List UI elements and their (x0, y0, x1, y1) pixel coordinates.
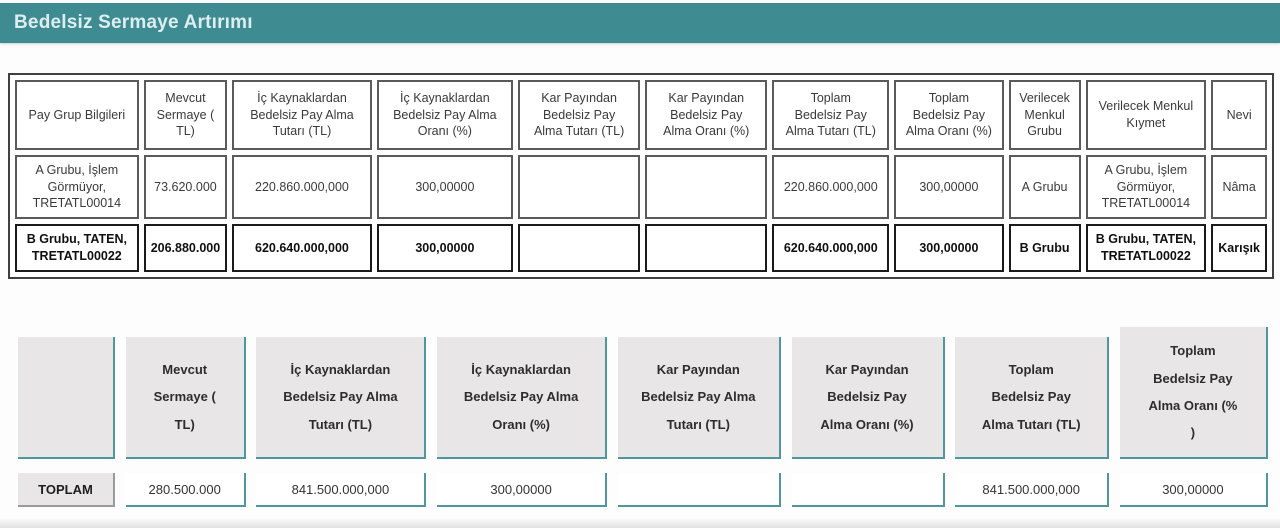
cell-kar-payi-oran (645, 155, 768, 219)
col-header-toplam-tutar: Toplam Bedelsiz Pay Alma Tutarı (TL) (772, 80, 890, 150)
cell-mevcut-sermaye: 73.620.000 (143, 155, 228, 219)
cell-ic-kaynak-tutar: 620.640.000,000 (232, 224, 372, 272)
cell-nevi: Nâma (1211, 155, 1267, 219)
cell-toplam-tutar: 220.860.000,000 (772, 155, 890, 219)
table-header-row: Pay Grup Bilgileri Mevcut Sermaye ( TL) … (15, 80, 1267, 150)
summary-header-kar-payi-oran: Kar Payından Bedelsiz Pay Alma Oranı (%) (791, 337, 945, 459)
cell-nevi: Karışık (1211, 224, 1267, 272)
summary-header-blank (18, 337, 115, 459)
cell-menkul-kiymet: A Grubu, İşlem Görmüyor, TRETATL00014 (1085, 155, 1207, 219)
cell-menkul-grubu: B Grubu (1008, 224, 1081, 272)
page-bottom-shadow (0, 518, 1280, 528)
total-kar-payi-tutar (617, 473, 781, 507)
summary-header-toplam-tutar: Toplam Bedelsiz Pay Alma Tutarı (TL) (955, 337, 1110, 459)
col-header-menkul-kiymet: Verilecek Menkul Kıymet (1085, 80, 1207, 150)
cell-kar-payi-oran (645, 224, 768, 272)
col-header-mevcut-sermaye: Mevcut Sermaye ( TL) (143, 80, 228, 150)
cell-pay-grup: B Grubu, TATEN, TRETATL00022 (15, 224, 139, 272)
summary-header-kar-payi-tutar: Kar Payından Bedelsiz Pay Alma Tutarı (T… (617, 337, 781, 459)
cell-kar-payi-tutar (518, 155, 641, 219)
share-group-table-container: Pay Grup Bilgileri Mevcut Sermaye ( TL) … (8, 73, 1274, 279)
cell-toplam-oran: 300,00000 (894, 224, 1004, 272)
col-header-menkul-grubu: Verilecek Menkul Grubu (1008, 80, 1081, 150)
share-group-table: Pay Grup Bilgileri Mevcut Sermaye ( TL) … (8, 73, 1274, 279)
cell-ic-kaynak-tutar: 220.860.000,000 (232, 155, 372, 219)
summary-header-toplam-oran: Toplam Bedelsiz Pay Alma Oranı (% ) (1119, 327, 1268, 459)
summary-header-row: Mevcut Sermaye ( TL) İç Kaynaklardan Bed… (18, 327, 1268, 459)
col-header-nevi: Nevi (1211, 80, 1267, 150)
cell-toplam-oran: 300,00000 (894, 155, 1004, 219)
cell-toplam-tutar: 620.640.000,000 (772, 224, 890, 272)
total-kar-payi-oran (791, 473, 945, 507)
col-header-ic-kaynak-oran: İç Kaynaklardan Bedelsiz Pay Alma Oranı … (376, 80, 514, 150)
total-mevcut-sermaye: 280.500.000 (125, 473, 246, 507)
cell-menkul-kiymet: B Grubu, TATEN, TRETATL00022 (1085, 224, 1207, 272)
summary-header-ic-kaynak-oran: İç Kaynaklardan Bedelsiz Pay Alma Oranı … (437, 337, 608, 459)
cell-menkul-grubu: A Grubu (1008, 155, 1081, 219)
total-toplam-oran: 300,00000 (1119, 473, 1268, 507)
col-header-toplam-oran: Toplam Bedelsiz Pay Alma Oranı (%) (894, 80, 1004, 150)
cell-kar-payi-tutar (518, 224, 641, 272)
total-ic-kaynak-oran: 300,00000 (437, 473, 608, 507)
cell-mevcut-sermaye: 206.880.000 (143, 224, 228, 272)
col-header-ic-kaynak-tutar: İç Kaynaklardan Bedelsiz Pay Alma Tutarı… (232, 80, 372, 150)
col-header-kar-payi-oran: Kar Payından Bedelsiz Pay Alma Oranı (%) (645, 80, 768, 150)
totals-summary-section: Mevcut Sermaye ( TL) İç Kaynaklardan Bed… (18, 327, 1268, 507)
summary-header-mevcut-sermaye: Mevcut Sermaye ( TL) (125, 337, 246, 459)
cell-ic-kaynak-oran: 300,00000 (376, 224, 514, 272)
col-header-kar-payi-tutar: Kar Payından Bedelsiz Pay Alma Tutarı (T… (518, 80, 641, 150)
cell-pay-grup: A Grubu, İşlem Görmüyor, TRETATL00014 (15, 155, 139, 219)
total-toplam-tutar: 841.500.000,000 (955, 473, 1110, 507)
total-ic-kaynak-tutar: 841.500.000,000 (256, 473, 427, 507)
total-row-label: TOPLAM (18, 473, 115, 507)
table-row-a-grubu: A Grubu, İşlem Görmüyor, TRETATL00014 73… (15, 155, 1267, 219)
section-header-bar: Bedelsiz Sermaye Artırımı (0, 3, 1280, 43)
col-header-pay-grup: Pay Grup Bilgileri (15, 80, 139, 150)
summary-header-ic-kaynak-tutar: İç Kaynaklardan Bedelsiz Pay Alma Tutarı… (256, 337, 427, 459)
summary-total-row: TOPLAM 280.500.000 841.500.000,000 300,0… (18, 473, 1268, 507)
page-title: Bedelsiz Sermaye Artırımı (14, 12, 253, 33)
table-row-b-grubu: B Grubu, TATEN, TRETATL00022 206.880.000… (15, 224, 1267, 272)
cell-ic-kaynak-oran: 300,00000 (376, 155, 514, 219)
